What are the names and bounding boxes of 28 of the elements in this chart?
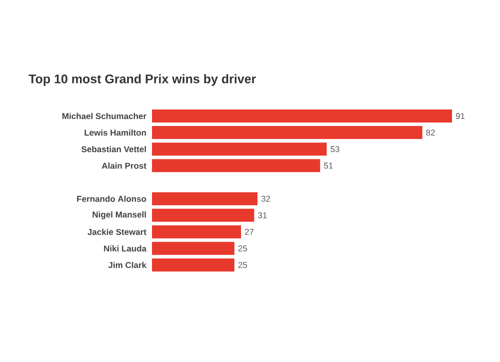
- y-tick-label: Alain Prost: [102, 162, 146, 169]
- bar: [152, 159, 320, 172]
- chart-title: Top 10 most Grand Prix wins by driver: [28, 74, 256, 86]
- y-tick-label: Lewis Hamilton: [84, 129, 146, 136]
- data-label: 53: [330, 146, 340, 152]
- bar: [152, 208, 254, 222]
- bar: [152, 109, 452, 122]
- bar: [152, 126, 422, 140]
- data-label: 31: [258, 212, 267, 218]
- y-tick-label: Jackie Stewart: [88, 228, 146, 235]
- y-tick-label: Niki Lauda: [104, 245, 147, 252]
- data-label: 27: [244, 228, 254, 235]
- bar: [152, 142, 327, 156]
- bar: [152, 225, 242, 238]
- y-tick-label: Sebastian Vettel: [82, 146, 146, 152]
- bar: [152, 258, 234, 272]
- y-tick-label: Nigel Mansell: [92, 211, 146, 220]
- y-tick-label: Fernando Alonso: [77, 196, 146, 202]
- data-label: 51: [324, 162, 333, 169]
- bar: [152, 192, 258, 206]
- data-label: 32: [261, 196, 270, 202]
- data-label: 82: [426, 130, 435, 136]
- bar: [152, 242, 234, 255]
- data-label: 91: [456, 112, 465, 119]
- data-label: 25: [238, 245, 248, 252]
- data-label: 25: [238, 262, 248, 268]
- y-tick-label: Michael Schumacher: [62, 112, 146, 120]
- y-tick-label: Jim Clark: [108, 262, 146, 268]
